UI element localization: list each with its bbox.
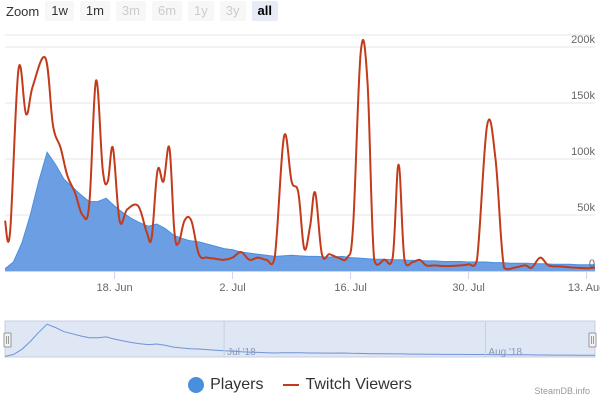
handle-grip (588, 332, 597, 348)
zoom-1m-button[interactable]: 1m (79, 1, 110, 21)
credit: SteamDB.info (534, 386, 590, 396)
y-axis: 0 50k 100k 150k 200k (571, 34, 595, 270)
x-tick-label: 2. Jul (219, 282, 245, 294)
navigator-tick-label: Jul '18 (227, 347, 256, 358)
zoom-1w-button[interactable]: 1w (45, 1, 74, 21)
x-axis: 18. Jun 2. Jul 16. Jul 30. Jul 13. Aug (5, 271, 600, 294)
x-tick-label: 16. Jul (334, 282, 366, 294)
zoom-label: Zoom (6, 3, 40, 19)
x-tick-label: 30. Jul (452, 282, 484, 294)
navigator-window (4, 320, 596, 358)
navigator-series-line (4, 323, 595, 357)
y-tick-label: 150k (571, 90, 595, 102)
navigator-right-handle[interactable] (588, 332, 597, 348)
zoom-all-button[interactable]: all (251, 1, 278, 21)
twitch-series-line (4, 38, 596, 271)
zoom-bar: Zoom 1w 1m 3m 6m 1y 3y all (6, 0, 284, 22)
y-tick-label: 200k (571, 34, 595, 46)
handle-grip (3, 332, 12, 348)
y-tick-label: 0 (589, 258, 595, 270)
legend: Players Twitch Viewers (0, 376, 600, 394)
zoom-3y-button[interactable]: 3y (219, 1, 246, 21)
navigator-tick-label: Aug '18 (488, 347, 522, 358)
legend-players-label: Players (210, 376, 264, 393)
players-series-area (5, 152, 595, 271)
navigator[interactable]: Jul '18 Aug '18 (3, 320, 597, 358)
legend-twitch[interactable]: Twitch Viewers (283, 376, 412, 394)
players-series-line (4, 151, 595, 270)
navigator-left-handle[interactable] (3, 332, 12, 348)
legend-players[interactable]: Players (188, 376, 263, 394)
plot-area (4, 38, 596, 271)
players-dot-icon (188, 377, 205, 393)
zoom-3m-button[interactable]: 3m (115, 1, 146, 21)
twitch-line-icon (283, 384, 300, 386)
zoom-6m-button[interactable]: 6m (151, 1, 183, 21)
zoom-1y-button[interactable]: 1y (188, 1, 214, 21)
y-tick-label: 50k (577, 202, 595, 214)
y-tick-label: 100k (571, 146, 595, 158)
x-tick-label: 18. Jun (97, 282, 133, 294)
legend-twitch-label: Twitch Viewers (305, 376, 412, 393)
x-tick-label: 13. Aug (568, 282, 600, 294)
